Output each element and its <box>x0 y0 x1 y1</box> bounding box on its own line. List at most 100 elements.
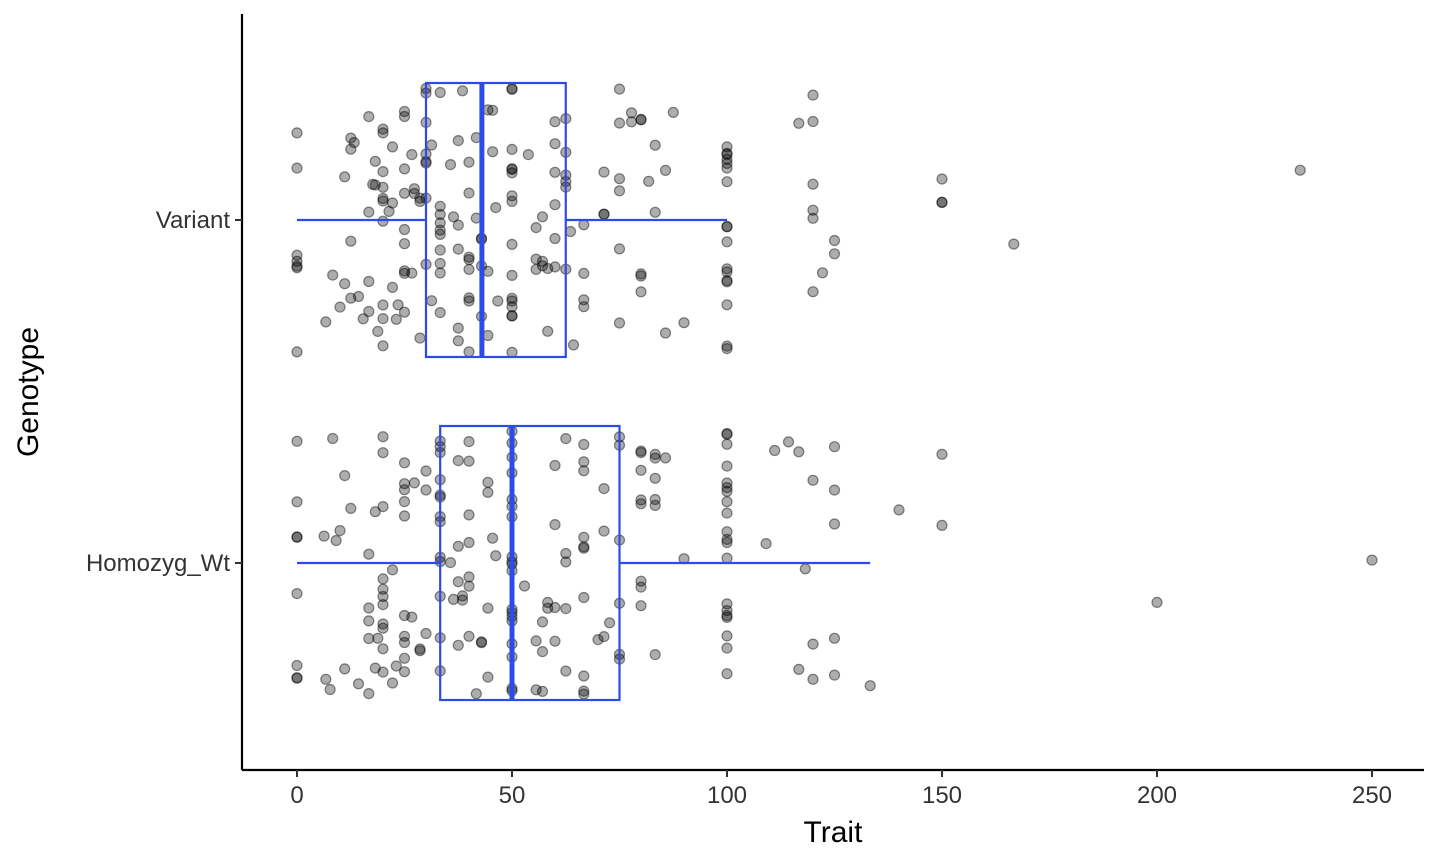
data-point-variant-192 <box>807 286 819 298</box>
data-point-variant-39 <box>386 141 399 153</box>
data-point-homozyg-wt-164 <box>649 648 661 661</box>
x-axis-ticks: 0 50 100 150 200 250 <box>290 770 1392 809</box>
data-point-homozyg-wt-165 <box>659 452 672 464</box>
data-point-homozyg-wt-80 <box>463 580 475 592</box>
data-point-variant-33 <box>377 166 389 178</box>
data-point-variant-90 <box>463 295 475 307</box>
data-point-variant-24 <box>369 155 381 167</box>
data-point-homozyg-wt-199 <box>828 632 841 644</box>
data-point-homozyg-wt-173 <box>721 460 733 472</box>
data-point-homozyg-wt-201 <box>864 680 876 692</box>
data-point-variant-204 <box>1008 238 1020 250</box>
y-axis-ticks: Homozyg_Wt Variant <box>86 207 242 577</box>
data-point-homozyg-wt-79 <box>463 455 475 467</box>
data-point-variant-9 <box>334 301 346 313</box>
data-point-homozyg-wt-2 <box>291 587 303 600</box>
data-point-variant-200 <box>828 234 841 247</box>
data-point-homozyg-wt-167 <box>721 668 733 680</box>
data-point-homozyg-wt-141 <box>598 630 610 643</box>
data-point-homozyg-wt-19 <box>363 687 375 700</box>
data-point-variant-4 <box>291 262 303 274</box>
data-point-homozyg-wt-144 <box>603 617 616 629</box>
x-tick-label-0: 0 <box>290 782 303 809</box>
data-point-variant-94 <box>463 346 475 358</box>
data-point-homozyg-wt-162 <box>649 452 661 464</box>
data-point-homozyg-wt-51 <box>408 477 420 489</box>
data-point-variant-1 <box>291 162 303 174</box>
data-point-homozyg-wt-72 <box>452 576 464 588</box>
data-point-homozyg-wt-119 <box>542 596 554 609</box>
data-point-variant-31 <box>377 127 389 139</box>
y-tick-label-variant: Variant <box>156 207 231 234</box>
data-point-homozyg-wt-11 <box>327 432 339 445</box>
data-point-homozyg-wt-135 <box>578 438 590 451</box>
data-point-variant-80 <box>447 211 460 223</box>
data-point-homozyg-wt-180 <box>721 485 733 497</box>
data-point-homozyg-wt-37 <box>386 677 399 689</box>
data-point-homozyg-wt-38 <box>386 564 399 576</box>
data-point-homozyg-wt-16 <box>345 502 357 514</box>
data-point-variant-165 <box>635 270 647 282</box>
data-point-homozyg-wt-196 <box>828 441 841 453</box>
data-point-homozyg-wt-155 <box>635 575 647 587</box>
data-point-variant-76 <box>434 200 446 212</box>
data-point-variant-176 <box>721 141 733 153</box>
data-point-variant-23 <box>367 178 379 190</box>
data-point-homozyg-wt-32 <box>377 431 389 443</box>
data-point-variant-20 <box>363 110 375 123</box>
data-point-homozyg-wt-22 <box>363 602 375 614</box>
data-point-variant-164 <box>635 286 647 298</box>
data-point-variant-53 <box>406 149 418 161</box>
data-point-homozyg-wt-154 <box>635 581 647 593</box>
data-point-variant-150 <box>578 294 590 306</box>
data-point-variant-19 <box>363 305 375 318</box>
data-point-homozyg-wt-44 <box>398 636 411 649</box>
x-tick-label-100: 100 <box>707 782 747 809</box>
data-point-homozyg-wt-122 <box>549 635 561 647</box>
data-point-homozyg-wt-6 <box>291 435 303 447</box>
data-point-variant-50 <box>398 265 411 277</box>
data-point-homozyg-wt-176 <box>721 642 733 654</box>
data-point-homozyg-wt-193 <box>807 673 819 685</box>
data-point-homozyg-wt-198 <box>828 669 841 681</box>
data-point-homozyg-wt-10 <box>324 683 336 696</box>
data-point-homozyg-wt-40 <box>398 478 411 490</box>
data-point-homozyg-wt-142 <box>598 525 610 537</box>
data-point-homozyg-wt-189 <box>782 436 795 448</box>
data-point-variant-82 <box>452 135 464 147</box>
data-point-homozyg-wt-197 <box>828 484 841 496</box>
data-point-variant-35 <box>377 215 389 227</box>
data-point-variant-91 <box>463 263 475 275</box>
data-point-variant-170 <box>659 327 672 339</box>
data-point-homozyg-wt-84 <box>463 436 475 448</box>
data-point-variant-201 <box>936 173 948 185</box>
data-point-variant-83 <box>452 219 464 231</box>
data-point-variant-151 <box>598 166 610 178</box>
data-point-variant-0 <box>291 255 303 267</box>
data-point-variant-181 <box>721 276 733 288</box>
data-point-variant-44 <box>398 223 411 236</box>
data-point-homozyg-wt-43 <box>398 666 411 678</box>
data-point-variant-163 <box>635 114 647 126</box>
data-point-homozyg-wt-157 <box>635 445 647 457</box>
data-point-variant-75 <box>434 228 446 240</box>
data-point-variant-55 <box>408 187 420 200</box>
y-axis-title: Genotype <box>12 327 45 457</box>
data-point-variant-85 <box>452 243 464 255</box>
data-point-variant-68 <box>426 295 438 307</box>
data-point-variant-10 <box>339 278 351 290</box>
data-point-variant-158 <box>613 243 626 255</box>
data-point-variant-148 <box>578 219 590 231</box>
data-point-variant-154 <box>613 117 626 129</box>
data-point-homozyg-wt-123 <box>549 518 561 531</box>
data-point-homozyg-wt-0 <box>291 672 303 684</box>
data-point-homozyg-wt-153 <box>635 447 647 459</box>
data-point-variant-160 <box>625 107 638 119</box>
data-point-homozyg-wt-91 <box>482 671 494 683</box>
data-point-homozyg-wt-54 <box>420 627 432 640</box>
data-point-homozyg-wt-75 <box>452 540 464 552</box>
data-point-homozyg-wt-140 <box>592 633 604 646</box>
data-point-variant-171 <box>659 164 672 176</box>
data-point-homozyg-wt-184 <box>721 507 733 519</box>
data-point-variant-36 <box>377 340 389 352</box>
